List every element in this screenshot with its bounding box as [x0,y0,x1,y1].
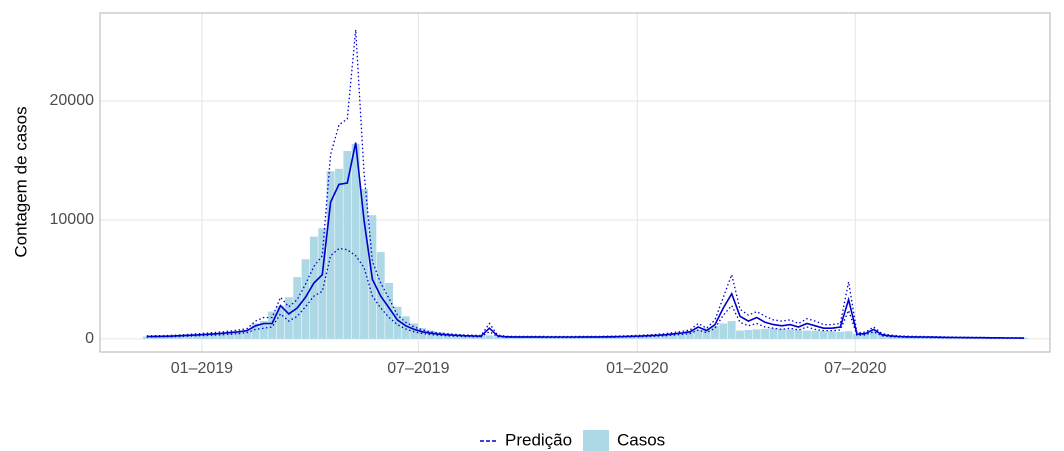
bar [585,336,594,339]
y-tick-label: 20000 [50,92,95,109]
bar [786,329,795,339]
bar [335,168,343,339]
bar [543,336,552,339]
legend-label: Predição [505,430,572,449]
x-tick-label: 07–2020 [824,360,886,377]
bar [142,336,151,339]
y-axis-title: Contagem de casos [11,106,30,257]
bar [635,335,644,339]
legend-swatch [583,430,609,451]
bar [318,228,327,339]
bar [644,335,653,339]
bar [284,297,293,339]
bar [268,311,277,339]
bar [744,329,753,339]
bar [878,334,886,339]
bar [727,321,736,339]
bar [460,335,469,339]
bar [326,171,335,339]
bar [694,329,703,339]
bar [777,328,786,339]
x-tick-label: 07–2019 [387,360,449,377]
bar [209,333,218,339]
bar [552,336,561,339]
bar [568,336,577,339]
legend-label: Casos [617,430,665,449]
bar [702,328,711,339]
bar [234,331,243,339]
bar [218,332,226,339]
bar [919,336,928,339]
bar [452,334,460,339]
bar [811,330,820,339]
bar [627,336,636,339]
y-tick-label: 0 [85,330,94,347]
bar [309,236,318,339]
bar [418,328,427,339]
bar [251,323,260,339]
bar [769,328,778,339]
bar [685,331,694,339]
bar [827,331,836,339]
bar [443,333,452,339]
y-tick-label: 10000 [50,211,95,228]
bar [928,337,937,339]
bar [192,334,201,339]
bar [761,328,770,339]
bar [660,334,669,339]
bar [802,330,811,339]
bar [535,336,544,339]
bar [401,316,410,339]
bar [343,150,352,339]
bar [652,335,661,339]
bar [393,306,402,339]
panel [100,13,1050,352]
bar [360,189,368,339]
bar [301,259,310,339]
bar [861,332,870,339]
bar [844,331,853,339]
bar [426,330,435,339]
bar [869,331,878,339]
bar [719,323,728,339]
bar [677,332,686,339]
bar [485,335,494,339]
bar [853,333,861,339]
bar [176,335,185,339]
bar [184,335,193,339]
bar [1020,337,1029,339]
bar [711,325,719,339]
bar [259,321,268,339]
bar [226,332,235,339]
line-values [146,142,1025,339]
bar [276,305,285,339]
bar [385,283,394,339]
bar [669,333,678,339]
bar [736,330,744,339]
bar [560,336,569,339]
x-tick-label: 01–2020 [606,360,668,377]
x-tick-label: 01–2019 [171,360,233,377]
bar [351,143,360,339]
bar [577,336,586,339]
bar [243,330,251,339]
line-upper [146,29,1025,339]
bar [836,331,845,339]
bar [435,332,444,339]
bar [201,334,210,339]
bar [752,329,761,339]
bar [794,329,803,339]
bar [493,336,502,339]
bar [819,331,828,339]
panel-border [99,12,1051,353]
